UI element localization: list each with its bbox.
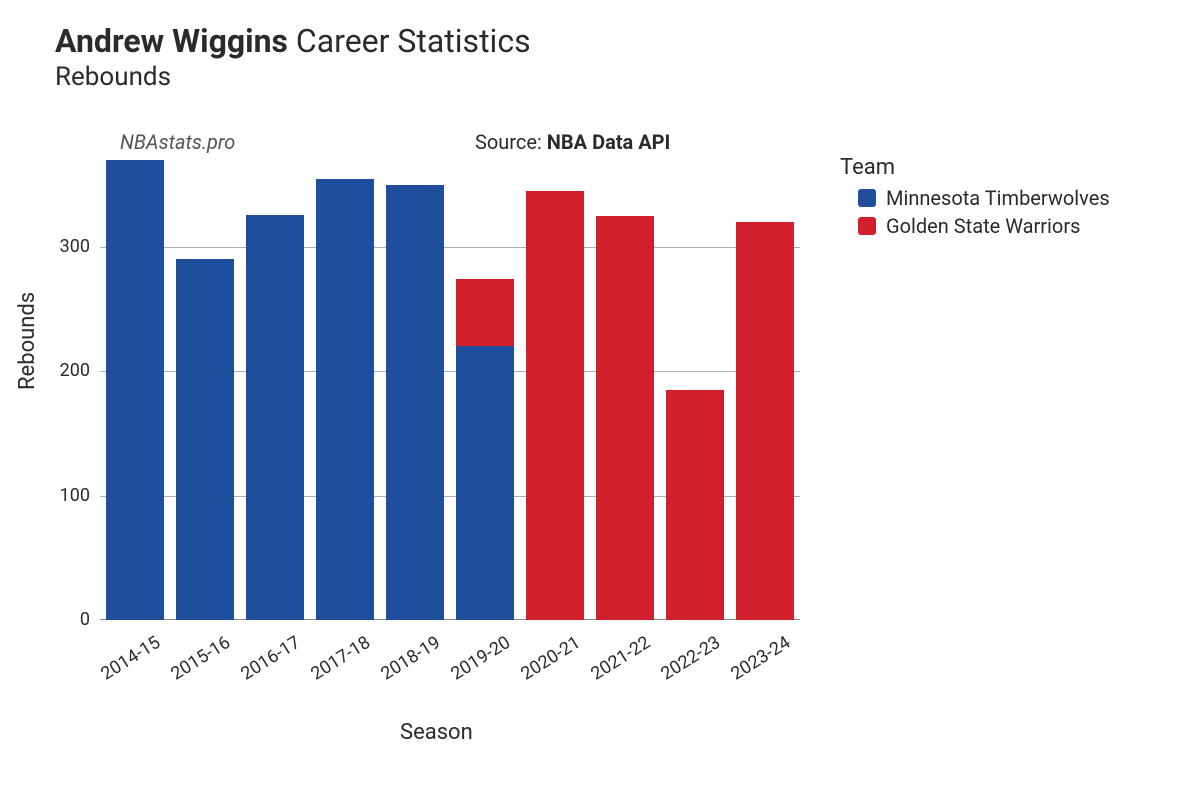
x-tick-label: 2014-15 xyxy=(85,632,164,692)
bar-segment xyxy=(596,216,653,620)
player-name: Andrew Wiggins xyxy=(55,22,288,60)
chart-subtitle: Rebounds xyxy=(55,62,531,92)
bar-segment xyxy=(456,346,513,620)
source-label: Source: NBA Data API xyxy=(475,130,670,154)
x-tick-label: 2021-22 xyxy=(575,632,654,692)
legend-swatch xyxy=(858,217,876,235)
bar-segment xyxy=(316,179,373,620)
bar-segment xyxy=(176,259,233,620)
y-tick-label: 300 xyxy=(30,236,90,257)
x-tick-label: 2015-16 xyxy=(155,632,234,692)
legend-label: Golden State Warriors xyxy=(886,214,1080,238)
legend-item: Golden State Warriors xyxy=(840,214,1110,238)
grid-line xyxy=(100,247,800,248)
x-tick-label: 2019-20 xyxy=(435,632,514,692)
title-suffix: Career Statistics xyxy=(296,22,531,60)
y-axis-label: Rebounds xyxy=(15,292,40,390)
x-tick-label: 2016-17 xyxy=(225,632,304,692)
legend: Team Minnesota Timberwolves Golden State … xyxy=(840,155,1110,242)
plot-area: 01002003002014-152015-162016-172017-1820… xyxy=(100,160,800,620)
chart-title-block: Andrew Wiggins Career Statistics Rebound… xyxy=(55,22,531,92)
bar-segment xyxy=(666,390,723,620)
legend-title: Team xyxy=(840,155,1110,180)
legend-swatch xyxy=(858,189,876,207)
legend-item: Minnesota Timberwolves xyxy=(840,186,1110,210)
bar-segment xyxy=(456,279,513,346)
bar-segment xyxy=(386,185,443,620)
x-tick-label: 2023-24 xyxy=(715,632,794,692)
y-tick-label: 0 xyxy=(30,609,90,630)
bar-segment xyxy=(246,215,303,620)
legend-label: Minnesota Timberwolves xyxy=(886,186,1110,210)
x-tick-label: 2018-19 xyxy=(365,632,444,692)
source-name: NBA Data API xyxy=(547,130,671,154)
x-axis-label: Season xyxy=(400,720,473,745)
career-stats-chart: Andrew Wiggins Career Statistics Rebound… xyxy=(0,0,1200,800)
source-prefix: Source: xyxy=(475,130,547,154)
bar-segment xyxy=(526,191,583,620)
x-tick-label: 2020-21 xyxy=(505,632,584,692)
chart-title: Andrew Wiggins Career Statistics xyxy=(55,22,531,60)
x-tick-label: 2017-18 xyxy=(295,632,374,692)
bar-segment xyxy=(736,222,793,620)
x-tick-label: 2022-23 xyxy=(645,632,724,692)
bar-segment xyxy=(106,160,163,620)
attribution-text: NBAstats.pro xyxy=(120,130,235,154)
y-tick-label: 100 xyxy=(30,485,90,506)
